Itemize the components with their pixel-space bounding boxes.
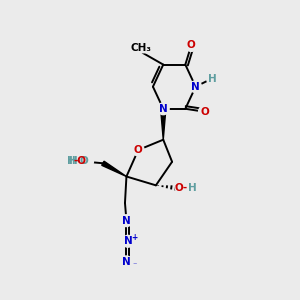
Text: H-O: H-O [67, 156, 89, 166]
Circle shape [121, 215, 132, 226]
Text: CH₃: CH₃ [131, 44, 152, 53]
Text: -O: -O [74, 156, 87, 166]
Text: H: H [188, 183, 197, 193]
Circle shape [176, 177, 198, 200]
Text: N: N [124, 236, 132, 246]
Text: N: N [122, 257, 131, 267]
Text: H: H [208, 74, 217, 84]
Circle shape [71, 150, 94, 172]
Circle shape [199, 106, 210, 118]
Text: O-: O- [174, 183, 188, 193]
Text: ⁻: ⁻ [133, 260, 137, 269]
Circle shape [207, 74, 219, 85]
Circle shape [158, 103, 169, 115]
Text: H: H [69, 156, 78, 166]
Polygon shape [160, 109, 166, 140]
FancyBboxPatch shape [66, 155, 89, 167]
Text: N: N [191, 82, 200, 92]
Circle shape [121, 256, 132, 268]
Text: N: N [122, 216, 131, 226]
Circle shape [122, 236, 134, 247]
Circle shape [190, 81, 202, 93]
Text: O: O [134, 145, 142, 155]
Polygon shape [102, 161, 126, 176]
Circle shape [185, 40, 197, 51]
FancyBboxPatch shape [133, 44, 150, 53]
Text: O: O [187, 40, 196, 50]
Text: O: O [200, 107, 209, 117]
Circle shape [132, 144, 144, 156]
Text: +: + [132, 233, 138, 242]
Text: N: N [159, 104, 168, 114]
